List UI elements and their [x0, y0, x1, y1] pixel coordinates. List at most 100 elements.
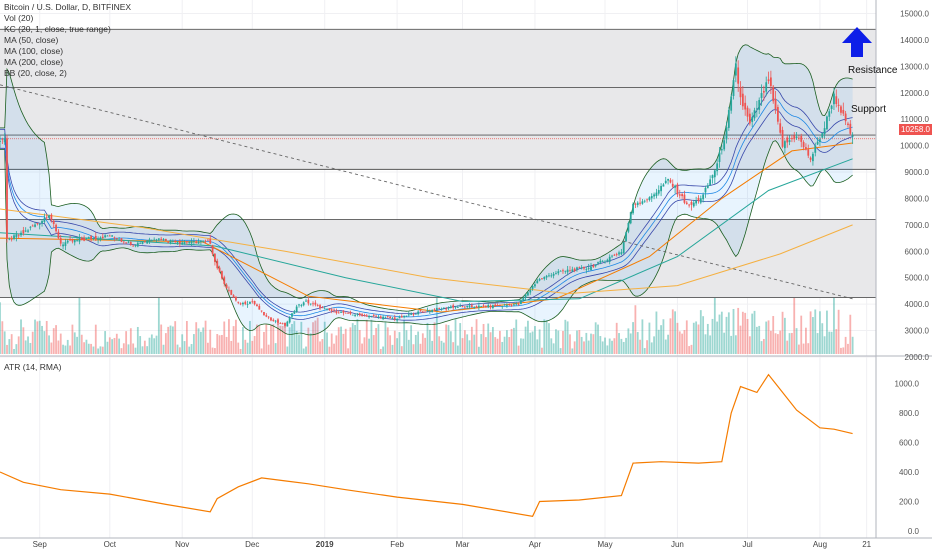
volume-bar [228, 319, 230, 354]
candle-body [239, 303, 242, 305]
candle-body [802, 142, 805, 148]
volume-bar [685, 320, 688, 354]
candle-body [463, 306, 466, 308]
candle-body [391, 317, 394, 319]
candle-body [779, 123, 782, 133]
candle-body [209, 238, 212, 244]
volume-bar [468, 340, 471, 354]
candle-body [449, 306, 452, 309]
candle-body [340, 312, 342, 313]
volume-bar [421, 333, 424, 354]
volume-bar [720, 311, 723, 354]
volume-bar [396, 338, 399, 354]
candle-body [190, 240, 193, 244]
candle-body [566, 269, 569, 273]
volume-bar [101, 346, 104, 354]
candle-body [379, 316, 382, 319]
candle-body [847, 123, 849, 126]
volume-bar [634, 305, 637, 354]
candle-body [571, 269, 574, 272]
candle-body [1, 138, 4, 140]
volume-bar [571, 348, 574, 354]
candle-body [522, 298, 525, 301]
candle-body [396, 318, 399, 321]
volume-bar [370, 319, 373, 354]
candle-body [435, 308, 438, 310]
candle-body [382, 316, 385, 320]
candle-body [812, 153, 814, 162]
candle-body [629, 212, 632, 224]
volume-bar [106, 341, 109, 354]
candle-body [141, 241, 144, 244]
candle-body [580, 267, 583, 269]
candle-body [50, 214, 53, 221]
candle-body [108, 235, 111, 237]
volume-bar [127, 344, 130, 354]
candle-body [821, 133, 824, 138]
candle-body [253, 300, 256, 305]
volume-bar [816, 333, 819, 354]
volume-bar [487, 323, 490, 354]
volume-bar [284, 323, 286, 354]
volume-bar [246, 342, 249, 354]
candle-body [840, 106, 842, 113]
volume-bar [300, 321, 303, 354]
volume-bar [833, 274, 835, 354]
candle-body [221, 271, 223, 279]
volume-bar [550, 338, 553, 354]
volume-bar [608, 338, 611, 354]
kc-lower [0, 109, 853, 321]
volume-bar [795, 328, 798, 354]
candle-body [363, 315, 366, 316]
volume-bar [274, 343, 277, 354]
candle-body [506, 305, 508, 306]
candle-body [272, 319, 275, 322]
candle-body [349, 312, 352, 314]
volume-bar [361, 343, 363, 354]
candle-body [674, 185, 677, 188]
volume-bar [235, 319, 237, 354]
volume-bar [639, 339, 641, 354]
candle-body [232, 295, 235, 298]
candle-body [15, 234, 18, 238]
volume-bar [118, 338, 121, 354]
candle-body [583, 266, 585, 269]
volume-bar [849, 314, 852, 354]
ma-line-0 [0, 142, 853, 313]
volume-bar [204, 320, 207, 354]
price-tick-label: 15000.0 [900, 10, 929, 19]
candle-body [389, 316, 392, 318]
candle-body [489, 305, 492, 308]
candle-body [496, 305, 499, 306]
current-price-tag: 10258.0 [899, 124, 932, 135]
volume-bar [786, 340, 789, 354]
candle-body [594, 264, 597, 267]
volume-bar [566, 321, 569, 354]
candle-body [569, 270, 571, 272]
candle-body [592, 265, 595, 268]
volume-bar [744, 312, 747, 354]
time-tick-label: 2019 [316, 540, 334, 549]
candle-body [550, 275, 553, 277]
trendline [0, 84, 853, 300]
candle-body [515, 303, 518, 305]
volume-bar [218, 335, 221, 354]
candle-body [510, 305, 513, 306]
candle-body [426, 310, 429, 312]
candle-body [115, 238, 118, 240]
candle-body [613, 254, 616, 256]
volume-bar [688, 346, 691, 354]
volume-bar [480, 334, 483, 354]
candle-body [655, 192, 658, 197]
volume-bar [613, 338, 616, 354]
volume-bar [783, 317, 786, 354]
volume-bar [657, 329, 660, 354]
volume-bar [755, 326, 758, 354]
candle-body [305, 300, 307, 302]
atr-line [0, 373, 853, 517]
volume-bar [676, 322, 679, 354]
candle-body [157, 238, 160, 240]
candle-body [641, 201, 644, 204]
candle-body [400, 316, 403, 318]
candle-body [361, 314, 363, 316]
